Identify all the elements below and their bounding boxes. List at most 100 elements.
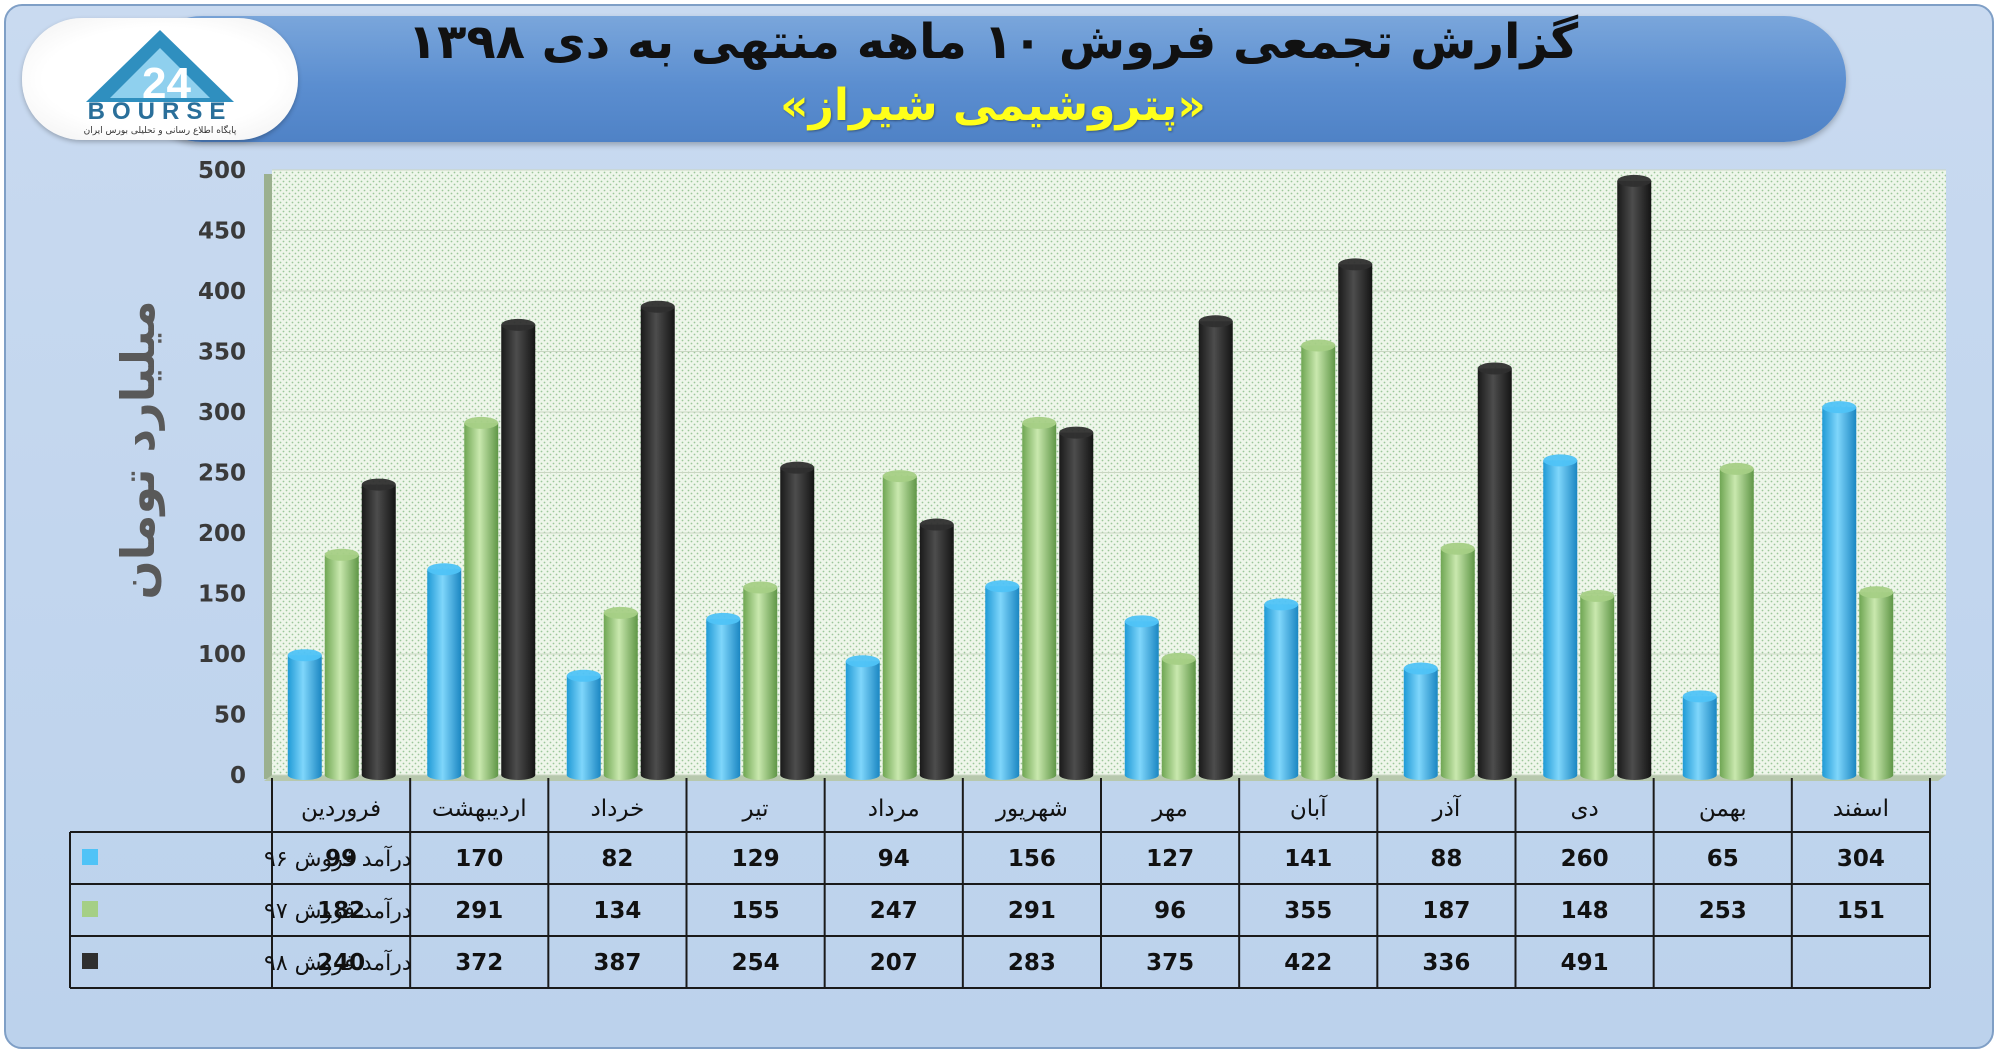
bar-body [1161, 658, 1196, 775]
legend-label-97: درآمد فروش ۹۷ [264, 897, 412, 924]
bar-97 [1301, 339, 1336, 780]
bar-cap [1022, 416, 1057, 429]
bar-cap [361, 478, 396, 491]
bar-base [882, 770, 917, 780]
bar-96 [1822, 401, 1857, 780]
bar-cap [1301, 339, 1336, 352]
bar-cap [1059, 426, 1094, 439]
bar-body [985, 586, 1020, 775]
legend-label-98: درآمد فروش ۹۸ [264, 949, 412, 976]
bar-body [1403, 668, 1438, 775]
bar-base [1822, 770, 1857, 780]
category-label: بهمن [1699, 796, 1747, 822]
category-label: اسفند [1833, 796, 1889, 822]
logo-mark-icon: 24 [86, 30, 234, 108]
bar-cap [1682, 690, 1717, 703]
bar-98 [1198, 315, 1233, 780]
legend-swatch-98 [82, 953, 98, 969]
title-banner [140, 16, 1846, 142]
bar-body [743, 587, 778, 775]
bar-body [427, 569, 462, 775]
category-label: دی [1570, 796, 1598, 822]
bar-cap [1161, 652, 1196, 665]
bar-body [1301, 345, 1336, 775]
bar-97 [1022, 416, 1057, 780]
data-label: 99 [325, 846, 357, 872]
bar-body [1822, 407, 1857, 775]
chart-subtitle: «پتروشیمی شیراز» [780, 80, 1206, 131]
y-tick-label: 300 [198, 400, 246, 426]
bar-cap [706, 612, 741, 625]
bar-96 [1124, 615, 1159, 780]
bar-body [1440, 548, 1475, 775]
bar-base [1543, 770, 1578, 780]
bar-cap [1264, 598, 1299, 611]
legend-swatch-96 [82, 849, 98, 865]
bar-base [427, 770, 462, 780]
bar-cap [882, 470, 917, 483]
bar-body [1022, 422, 1057, 775]
data-label: 260 [1561, 846, 1609, 872]
bar-body [566, 675, 601, 775]
data-label: 375 [1146, 950, 1194, 976]
bar-cap [1719, 462, 1754, 475]
data-label: 247 [870, 898, 918, 924]
bar-body [464, 422, 499, 775]
data-label: 134 [593, 898, 641, 924]
bar-body [640, 306, 675, 775]
category-label: مهر [1151, 796, 1188, 822]
bar-base [706, 770, 741, 780]
bar-body [1198, 321, 1233, 775]
bar-body [324, 554, 359, 775]
bar-base [743, 770, 778, 780]
bar-97 [882, 470, 917, 780]
y-tick-label: 50 [214, 703, 246, 729]
bar-cap [845, 655, 880, 668]
bar-base [603, 770, 638, 780]
bar-body [1682, 696, 1717, 775]
bar-base [1022, 770, 1057, 780]
bar-body [1580, 595, 1615, 775]
plot-floor [264, 775, 1946, 781]
plot-side-wall [264, 174, 272, 779]
data-label: 387 [593, 950, 641, 976]
bar-97 [1440, 542, 1475, 780]
bar-96 [706, 612, 741, 780]
bar-base [919, 770, 954, 780]
data-label: 207 [870, 950, 918, 976]
bar-base [985, 770, 1020, 780]
bar-cap [1198, 315, 1233, 328]
y-tick-label: 150 [198, 582, 246, 608]
data-label: 372 [455, 950, 503, 976]
data-label: 129 [732, 846, 780, 872]
bar-cap [1124, 615, 1159, 628]
bar-base [1403, 770, 1438, 780]
bar-body [603, 612, 638, 775]
data-label: 240 [317, 950, 365, 976]
y-tick-label: 0 [230, 763, 246, 789]
bar-97 [743, 581, 778, 780]
bar-base [1161, 770, 1196, 780]
data-label: 422 [1284, 950, 1332, 976]
logo-text: BOURSE [87, 98, 233, 125]
data-label: 170 [455, 846, 503, 872]
data-label: 355 [1284, 898, 1332, 924]
data-label: 304 [1837, 846, 1885, 872]
bar-98 [1617, 174, 1652, 780]
bar-base [1440, 770, 1475, 780]
legend-swatch-97 [82, 901, 98, 917]
bar-base [501, 770, 536, 780]
y-tick-label: 100 [198, 642, 246, 668]
bar-98 [1477, 362, 1512, 780]
bar-96 [985, 580, 1020, 780]
logo-tagline: پایگاه اطلاع رسانی و تحلیلی بورس ایران [83, 126, 237, 136]
bar-base [324, 770, 359, 780]
data-label: 65 [1707, 846, 1739, 872]
category-label: تیر [742, 796, 769, 822]
bar-base [1580, 770, 1615, 780]
data-label: 82 [601, 846, 633, 872]
bar-body [882, 476, 917, 775]
bar-body [1617, 180, 1652, 775]
bar-cap [1822, 401, 1857, 414]
bar-body [706, 618, 741, 775]
